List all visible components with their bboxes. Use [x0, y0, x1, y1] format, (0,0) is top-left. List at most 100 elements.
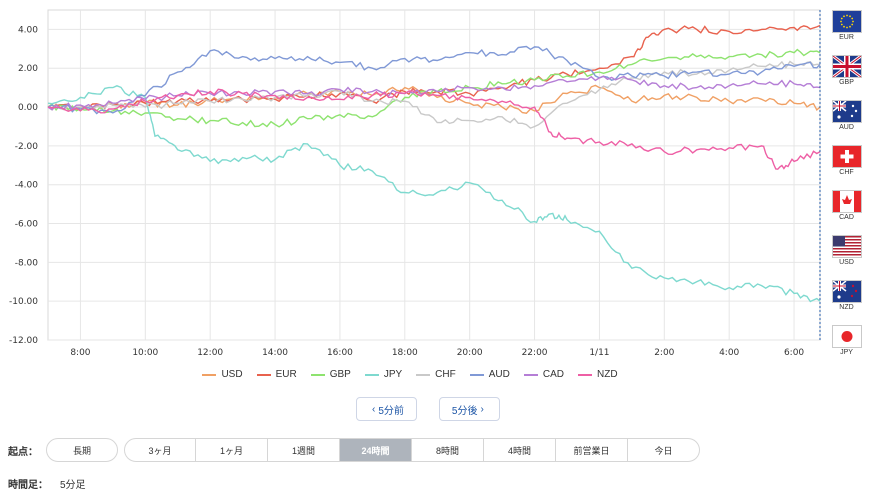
period-button[interactable]: 3ヶ月 — [124, 438, 196, 462]
y-tick-label: 2.00 — [18, 64, 38, 74]
series-line-nzd — [47, 88, 821, 170]
period-button-group: 3ヶ月 1ヶ月 1週間 24時間 8時間 4時間 前営業日 今日 — [124, 438, 700, 462]
x-tick-label: 18:00 — [392, 348, 418, 358]
legend-swatch — [202, 373, 217, 376]
period-button[interactable]: 1ヶ月 — [196, 438, 268, 462]
flag-item-cad[interactable]: CAD — [829, 190, 864, 227]
flag-item-jpy[interactable]: JPY — [829, 325, 864, 362]
legend-swatch — [523, 373, 538, 376]
legend-item-jpy[interactable]: JPY — [364, 369, 403, 380]
line-chart: 4.00 2.00 0.00 -2.00 -4.00 -6.00 -8.00 -10.00 -1… — [9, 9, 821, 358]
y-tick-label: 0.00 — [18, 103, 38, 113]
interval-row: 時間足： 5分足 — [8, 476, 86, 491]
x-tick-label: 2:00 — [654, 348, 674, 358]
series-line-jpy — [47, 85, 821, 303]
next-5min-button[interactable]: 5分後 › — [438, 397, 500, 421]
y-tick-label: -4.00 — [15, 181, 39, 191]
x-tick-label: 20:00 — [457, 348, 483, 358]
x-tick-label: 12:00 — [197, 348, 223, 358]
legend-item-usd[interactable]: USD — [202, 369, 243, 380]
flag-item-chf[interactable]: CHF — [829, 145, 864, 182]
chevron-left-icon: ‹ — [372, 403, 376, 415]
series-line-chf — [47, 60, 821, 129]
flag-aud-icon — [831, 100, 862, 123]
flag-nzd-icon — [831, 280, 862, 303]
period-button[interactable]: 4時間 — [484, 438, 556, 462]
flag-item-eur[interactable]: EUR — [829, 10, 864, 47]
time-nav: ‹ 5分前 5分後 › — [356, 397, 500, 421]
legend-label: USD — [221, 369, 243, 380]
x-tick-label: 1/11 — [589, 348, 609, 358]
flag-gbp-icon — [831, 55, 862, 78]
start-label: 起点： — [8, 446, 38, 458]
chevron-right-icon: › — [480, 403, 484, 415]
legend-label: EUR — [275, 369, 297, 380]
period-button[interactable]: 1週間 — [268, 438, 340, 462]
flag-chf-icon — [831, 145, 862, 168]
x-tick-label: 6:00 — [784, 348, 804, 358]
prev-5min-label: 5分前 — [378, 405, 404, 417]
flag-jpy-icon — [831, 325, 862, 348]
flag-usd-icon — [831, 235, 862, 258]
period-button[interactable]: 前営業日 — [556, 438, 628, 462]
flag-label: JPY — [840, 349, 853, 356]
legend-item-aud[interactable]: AUD — [469, 369, 510, 380]
series-line-usd — [47, 84, 821, 114]
flag-cad-icon — [831, 190, 862, 213]
x-tick-label: 8:00 — [70, 348, 90, 358]
legend-label: NZD — [596, 369, 618, 380]
legend-swatch — [416, 373, 431, 376]
interval-label: 時間足： — [8, 480, 48, 491]
legend-item-chf[interactable]: CHF — [416, 369, 456, 380]
y-tick-label: -10.00 — [9, 297, 38, 307]
flag-item-nzd[interactable]: NZD — [829, 280, 864, 317]
x-tick-label: 14:00 — [262, 348, 288, 358]
x-tick-label: 4:00 — [719, 348, 739, 358]
x-tick-label: 16:00 — [327, 348, 353, 358]
chart-grid — [47, 9, 821, 341]
legend-swatch — [469, 373, 484, 376]
next-5min-label: 5分後 — [451, 405, 478, 417]
period-button[interactable]: 今日 — [628, 438, 700, 462]
y-tick-label: -12.00 — [9, 336, 38, 346]
legend-label: CHF — [435, 369, 456, 380]
flag-label: GBP — [839, 79, 854, 86]
flag-label: CAD — [839, 214, 854, 221]
flag-label: CHF — [839, 169, 854, 176]
period-button[interactable]: 8時間 — [412, 438, 484, 462]
legend-swatch — [256, 373, 271, 376]
legend-label: GBP — [329, 369, 351, 380]
series-line-eur — [47, 24, 821, 110]
interval-value: 5分足 — [60, 480, 86, 491]
y-axis: 4.00 2.00 0.00 -2.00 -4.00 -6.00 -8.00 -10.00 -1… — [9, 25, 38, 346]
flag-item-usd[interactable]: USD — [829, 235, 864, 272]
flag-item-gbp[interactable]: GBP — [829, 55, 864, 92]
chart-legend: USD EUR GBP JPY CHF AUD CAD NZD — [0, 369, 820, 380]
legend-item-eur[interactable]: EUR — [256, 369, 297, 380]
period-button[interactable]: 24時間 — [340, 438, 412, 462]
x-axis: 8:00 10:00 12:00 14:00 16:00 18:00 20:00 22:00 1… — [70, 348, 804, 358]
legend-item-cad[interactable]: CAD — [523, 369, 564, 380]
y-tick-label: -2.00 — [15, 142, 39, 152]
x-tick-label: 10:00 — [132, 348, 158, 358]
legend-swatch — [310, 373, 325, 376]
flag-label: AUD — [839, 124, 854, 131]
flag-label: NZD — [839, 304, 854, 311]
series-lines — [47, 24, 821, 303]
currency-flag-list: EUR GBP AUD CHF CAD USD NZD JPY — [829, 10, 864, 370]
flag-item-aud[interactable]: AUD — [829, 100, 864, 137]
series-line-aud — [47, 45, 821, 115]
legend-item-gbp[interactable]: GBP — [310, 369, 351, 380]
legend-swatch — [364, 373, 379, 376]
start-point-selector: 起点： 長期 3ヶ月 1ヶ月 1週間 24時間 8時間 4時間 前営業日 今日 — [8, 438, 700, 462]
flag-label: USD — [839, 259, 854, 266]
x-tick-label: 22:00 — [522, 348, 548, 358]
flag-eur-icon — [831, 10, 862, 33]
y-tick-label: -6.00 — [15, 220, 39, 230]
y-tick-label: -8.00 — [15, 258, 39, 268]
period-long-button[interactable]: 長期 — [46, 438, 118, 462]
legend-label: JPY — [383, 369, 403, 380]
prev-5min-button[interactable]: ‹ 5分前 — [356, 397, 417, 421]
y-tick-label: 4.00 — [18, 25, 38, 35]
legend-item-nzd[interactable]: NZD — [577, 369, 618, 380]
